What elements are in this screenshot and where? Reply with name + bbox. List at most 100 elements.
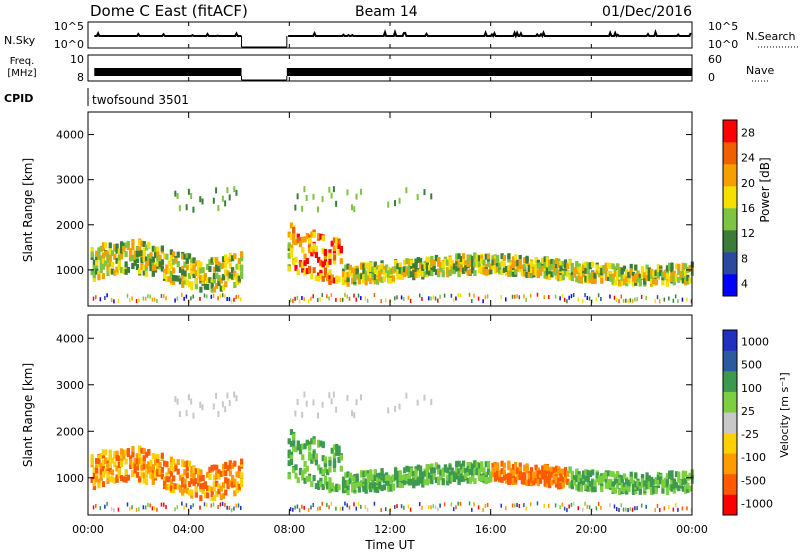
power-cell	[403, 266, 407, 273]
power-cell	[208, 266, 212, 273]
velocity-cell	[604, 476, 608, 483]
power-cell	[353, 268, 357, 275]
velocity-cell	[350, 486, 355, 493]
velocity-cell	[317, 412, 320, 419]
velocity-cell	[310, 453, 314, 460]
power-cell	[199, 275, 203, 282]
velocity-cell	[144, 451, 149, 458]
power-cell	[629, 263, 633, 270]
power-cell	[348, 270, 352, 277]
power-cell	[428, 256, 432, 263]
velocity-cell	[575, 476, 579, 483]
power-cell	[559, 260, 563, 267]
velocity-cell	[303, 467, 307, 474]
power-cell	[618, 280, 622, 287]
power-cell	[459, 260, 463, 267]
velocity-cell	[459, 463, 463, 470]
nsearch-label: N.Search	[746, 30, 796, 43]
velocity-cell	[375, 486, 380, 493]
power-cell	[228, 256, 232, 263]
velocity-cell	[631, 488, 636, 495]
velocity-cell	[144, 478, 149, 485]
power-cell	[412, 263, 416, 270]
colorbar-swatch	[723, 208, 737, 231]
velocity-cell	[473, 478, 477, 485]
velocity-cell	[289, 454, 294, 461]
power-cell	[226, 296, 228, 301]
power-cell	[625, 270, 629, 277]
velocity-cell	[477, 462, 482, 469]
power-cell	[104, 242, 108, 249]
velocity-cell	[523, 478, 527, 485]
power-cell	[210, 282, 214, 289]
power-cell	[122, 245, 126, 252]
power-cell	[369, 262, 373, 269]
power-cell	[240, 264, 244, 271]
power-cell	[586, 262, 590, 269]
power-cell	[674, 294, 677, 299]
power-cell	[550, 263, 554, 270]
power-cell	[373, 274, 377, 281]
power-cell	[665, 280, 670, 287]
power-cell	[525, 297, 527, 302]
velocity-cell	[287, 438, 291, 445]
velocity-cell	[554, 503, 557, 508]
velocity-cell	[332, 452, 337, 459]
power-cell	[332, 245, 337, 252]
power-cell	[505, 266, 509, 273]
power-cell	[206, 294, 208, 299]
velocity-cell	[221, 482, 226, 489]
velocity-cell	[131, 470, 135, 477]
velocity-cell	[221, 470, 226, 477]
velocity-cell	[665, 488, 670, 495]
power-cell	[158, 254, 162, 261]
velocity-cell	[355, 481, 359, 488]
velocity-cell	[509, 478, 513, 485]
velocity-cell	[498, 470, 502, 477]
power-cell	[360, 273, 364, 280]
velocity-cell	[409, 507, 412, 512]
power-cell	[144, 296, 147, 301]
velocity-cell	[625, 488, 629, 495]
power-cell	[97, 253, 101, 260]
power-cell	[620, 267, 624, 274]
power-cell	[455, 253, 459, 260]
power-cell	[224, 262, 228, 269]
velocity-cell	[147, 502, 149, 507]
power-cell	[615, 275, 620, 282]
velocity-cell	[97, 482, 101, 489]
velocity-cell	[520, 476, 525, 483]
xaxis-label: Time UT	[364, 538, 415, 552]
velocity-cell	[307, 454, 312, 461]
power-cell	[636, 297, 638, 302]
velocity-cell	[568, 504, 570, 509]
power-cell	[588, 263, 593, 270]
power-cell	[364, 262, 368, 269]
power-cell	[287, 265, 291, 272]
velocity-cell	[570, 470, 574, 477]
power-cell	[446, 267, 450, 274]
power-heatmap	[90, 186, 695, 304]
power-cell	[310, 273, 314, 280]
power-cell	[649, 277, 654, 284]
power-cell	[366, 265, 371, 272]
velocity-cell	[446, 479, 450, 486]
velocity-cell	[577, 471, 581, 478]
power-cell	[307, 299, 310, 304]
power-cell	[482, 299, 484, 304]
velocity-cell	[559, 473, 563, 480]
power-cell	[144, 244, 149, 251]
power-cell	[303, 269, 307, 276]
power-cell	[550, 271, 554, 278]
power-cell	[416, 256, 420, 263]
power-cell	[196, 272, 201, 279]
velocity-cell	[471, 475, 475, 482]
power-cell	[117, 298, 120, 303]
power-cell	[627, 277, 631, 284]
power-cell	[647, 272, 651, 279]
power-cell	[511, 270, 516, 277]
velocity-cell	[233, 391, 236, 398]
velocity-cell	[389, 476, 393, 483]
velocity-cell	[131, 462, 135, 469]
